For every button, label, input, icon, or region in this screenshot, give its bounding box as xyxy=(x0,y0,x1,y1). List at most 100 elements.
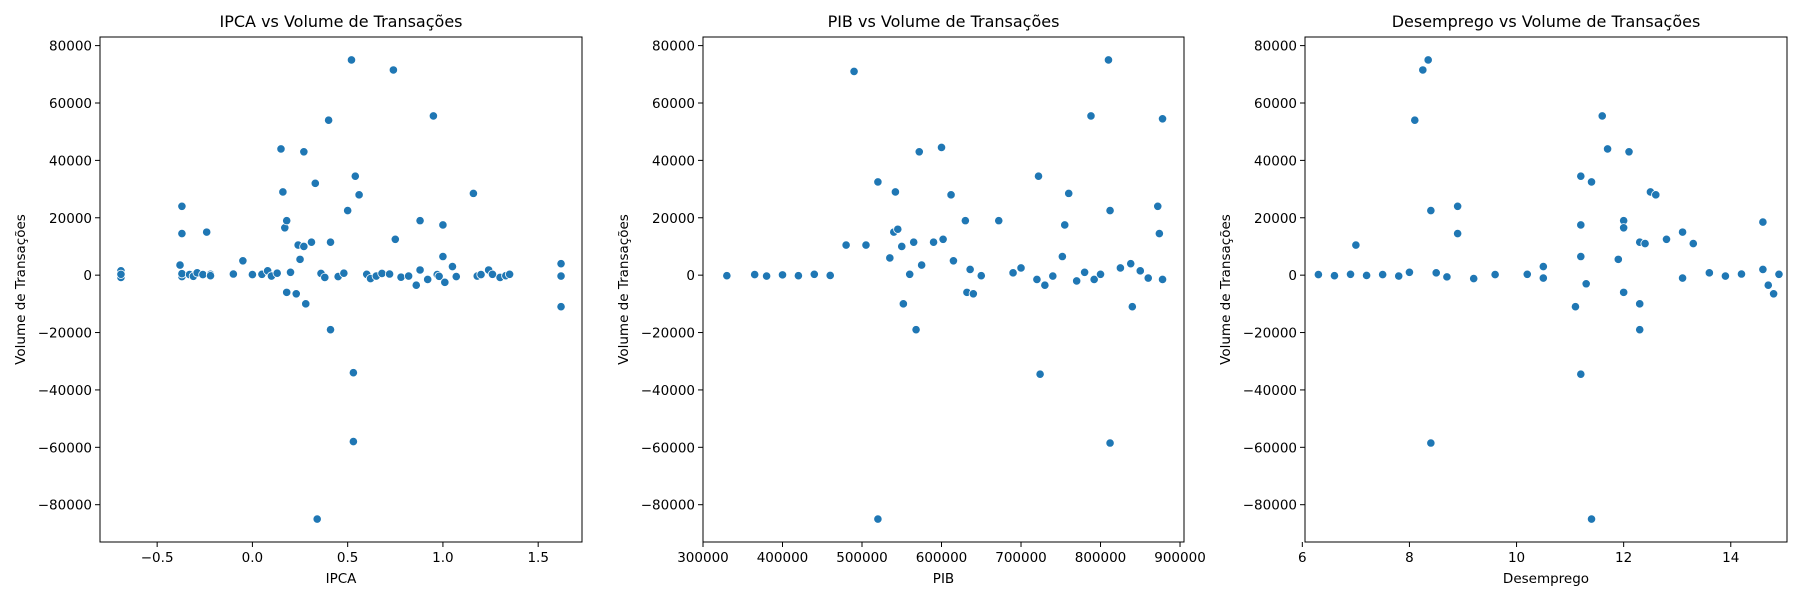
x-axis-label: PIB xyxy=(933,571,954,587)
data-point xyxy=(339,268,349,278)
data-point xyxy=(1619,223,1629,233)
x-axis-label: IPCA xyxy=(326,571,358,587)
y-tick-label: −20000 xyxy=(1243,326,1297,342)
x-tick-label: 1.5 xyxy=(527,550,548,566)
y-tick-label: −60000 xyxy=(641,440,695,456)
data-point xyxy=(348,436,358,447)
data-point xyxy=(861,240,871,250)
axes-frame xyxy=(99,36,583,543)
y-tick-label: −80000 xyxy=(38,498,92,514)
data-point xyxy=(285,267,296,277)
data-point xyxy=(994,216,1004,226)
data-point xyxy=(438,251,448,262)
data-point xyxy=(1581,279,1591,289)
data-point xyxy=(325,325,336,335)
y-tick-label: 40000 xyxy=(652,153,695,169)
data-point xyxy=(1576,369,1586,379)
data-point xyxy=(177,269,187,279)
data-point xyxy=(1635,299,1645,309)
data-point xyxy=(885,253,895,263)
data-point xyxy=(1072,276,1082,286)
data-point xyxy=(1769,289,1779,299)
data-point xyxy=(905,269,915,279)
data-point xyxy=(396,272,406,282)
data-point xyxy=(487,269,498,279)
data-point xyxy=(976,271,986,281)
data-point xyxy=(301,299,311,309)
data-point xyxy=(291,289,301,299)
data-point xyxy=(1586,177,1597,187)
data-point xyxy=(1127,302,1137,312)
data-point xyxy=(1345,269,1356,279)
data-point xyxy=(1105,438,1115,448)
data-point xyxy=(202,227,212,237)
data-point xyxy=(343,205,353,216)
data-point xyxy=(909,237,919,247)
x-tick-label: 6 xyxy=(1298,550,1307,566)
data-point xyxy=(282,287,292,297)
data-point xyxy=(1619,287,1629,297)
data-point xyxy=(849,66,859,77)
data-point xyxy=(350,171,360,181)
data-point xyxy=(911,325,921,335)
data-point xyxy=(1576,220,1586,230)
data-point xyxy=(505,269,515,279)
data-point xyxy=(1576,251,1586,262)
data-point xyxy=(278,187,288,197)
data-point xyxy=(750,269,760,280)
data-point xyxy=(1431,268,1441,278)
x-tick-label: 300000 xyxy=(677,550,729,566)
data-point xyxy=(809,269,819,279)
data-point xyxy=(873,177,883,187)
data-point xyxy=(965,264,975,275)
data-point xyxy=(1329,271,1340,281)
y-tick-label: −40000 xyxy=(38,383,92,399)
data-point xyxy=(1378,269,1388,280)
x-tick-label: 400000 xyxy=(757,550,809,566)
data-point xyxy=(793,271,804,281)
y-tick-label: 80000 xyxy=(652,39,695,55)
data-point xyxy=(946,190,956,200)
data-point xyxy=(1774,269,1784,279)
data-point xyxy=(1057,251,1067,262)
data-point xyxy=(1613,254,1623,264)
data-point xyxy=(1677,227,1688,237)
y-tick-label: −80000 xyxy=(641,498,695,514)
data-point xyxy=(722,271,732,281)
data-point xyxy=(177,228,187,239)
data-point xyxy=(228,269,238,279)
data-point xyxy=(1313,269,1323,280)
y-tick-label: 0 xyxy=(686,268,695,284)
data-point xyxy=(1453,228,1463,239)
data-point xyxy=(282,216,292,226)
data-point xyxy=(897,241,907,252)
data-point xyxy=(1624,147,1634,157)
x-tick-label: −0.5 xyxy=(141,550,174,566)
data-point xyxy=(390,234,400,244)
y-axis-label: Volume de Transações xyxy=(1218,214,1234,365)
data-point xyxy=(1060,220,1070,230)
data-point xyxy=(404,271,414,281)
data-point xyxy=(1410,115,1420,125)
data-point xyxy=(893,224,903,234)
data-point xyxy=(116,269,126,279)
chart-title: PIB vs Volume de Transações xyxy=(828,12,1060,31)
data-point xyxy=(423,274,433,285)
data-point xyxy=(1048,271,1058,281)
data-point xyxy=(1351,240,1361,250)
data-point xyxy=(825,270,835,281)
data-point xyxy=(1105,205,1115,216)
data-point xyxy=(938,234,948,244)
data-point xyxy=(1080,267,1090,277)
x-tick-label: 10 xyxy=(1508,550,1525,566)
data-point xyxy=(1157,114,1168,124)
data-point xyxy=(898,299,908,309)
data-point xyxy=(1426,205,1436,216)
y-tick-label: 80000 xyxy=(1254,39,1297,55)
data-point xyxy=(276,144,286,154)
data-point xyxy=(247,269,258,280)
data-point xyxy=(1490,269,1500,280)
data-point xyxy=(1635,325,1645,335)
